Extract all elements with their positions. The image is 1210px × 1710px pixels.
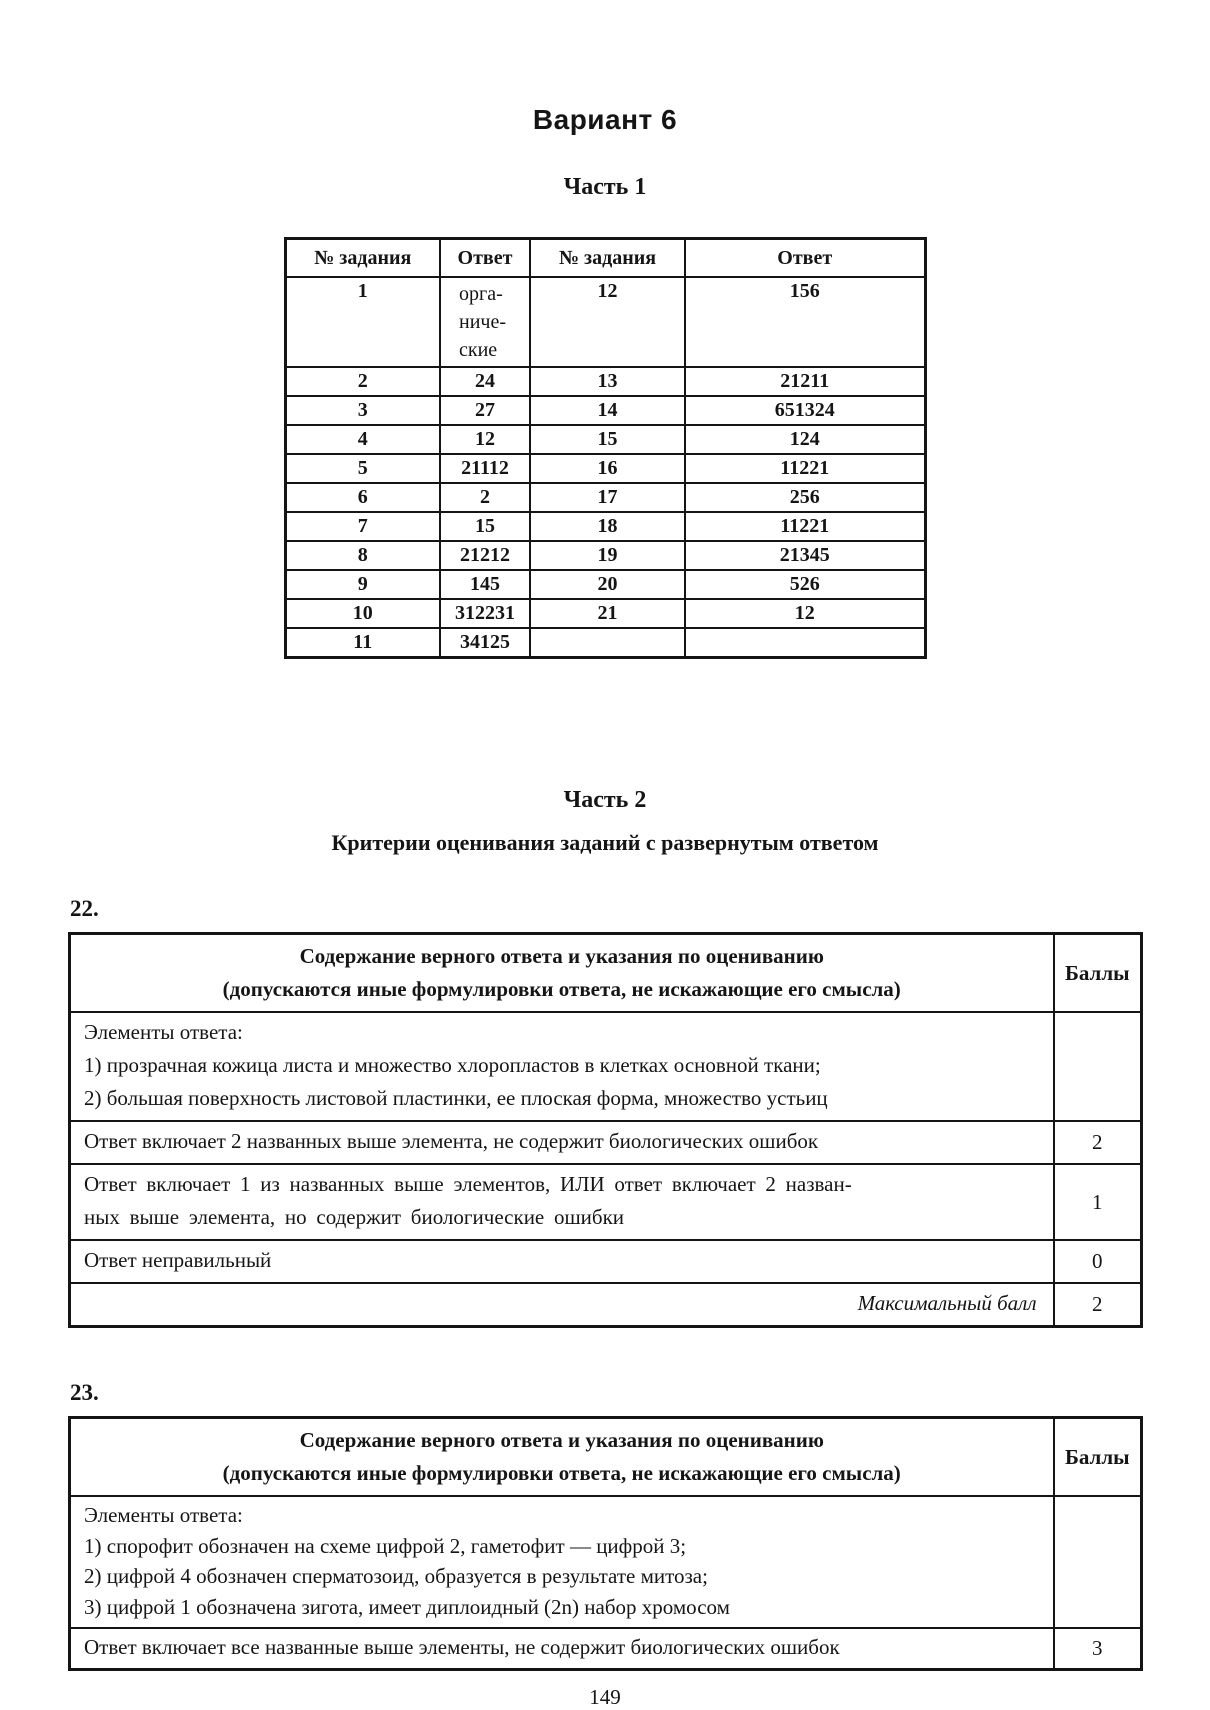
table-row: 5 21112 16 11221 (284, 453, 926, 484)
task-22-label: 22. (70, 896, 99, 921)
max-score-row: Максимальный балл 2 (68, 1282, 1143, 1328)
task-number-cell: 2 (284, 366, 441, 397)
criteria-content-header: Содержание верного ответа и указания по … (68, 1416, 1055, 1497)
column-header-answer: Ответ (684, 237, 926, 278)
points-cell: 2 (1052, 1282, 1143, 1328)
answer-cell: 21345 (684, 540, 926, 571)
answer-cell: 24 (439, 366, 531, 397)
variant-title: Вариант 6 (532, 104, 678, 135)
criteria-text-cell: Ответ включает 1 из названных выше элеме… (68, 1163, 1055, 1241)
task-number-cell: 14 (529, 395, 686, 426)
table-row: 9 145 20 526 (284, 569, 926, 600)
table-row: 10 312231 21 12 (284, 598, 926, 629)
table-row: 7 15 18 11221 (284, 511, 926, 542)
points-cell: 1 (1052, 1163, 1143, 1241)
points-cell: 2 (1052, 1120, 1143, 1165)
table-row: 8 21212 19 21345 (284, 540, 926, 571)
task-number-cell: 11 (284, 627, 441, 659)
column-header-task-number: № задания (284, 237, 441, 278)
points-cell: 3 (1052, 1627, 1143, 1670)
task-number-cell: 1 (284, 276, 441, 368)
criteria-text-cell: Ответ включает все названные выше элемен… (68, 1627, 1055, 1670)
task-number-cell: 18 (529, 511, 686, 542)
answer-cell: 27 (439, 395, 531, 426)
task-number-cell: 4 (284, 424, 441, 455)
task-number-cell: 12 (529, 276, 686, 368)
task-number-cell: 13 (529, 366, 686, 397)
table-row: Элементы ответа: 1) спорофит обозначен н… (68, 1495, 1143, 1629)
part2-heading: Часть 2 (563, 787, 647, 813)
task-number-cell: 16 (529, 453, 686, 484)
points-cell (1052, 1011, 1143, 1122)
task-number-cell: 15 (529, 424, 686, 455)
table-row: 11 34125 (284, 627, 926, 659)
task-number-cell: 6 (284, 482, 441, 513)
answer-cell: 145 (439, 569, 531, 600)
table-row: Ответ включает все названные выше элемен… (68, 1627, 1143, 1670)
answer-cell: 124 (684, 424, 926, 455)
table-row: Ответ неправильный 0 (68, 1239, 1143, 1284)
answer-cell (684, 627, 926, 659)
task-number-cell: 20 (529, 569, 686, 600)
answers-header-row: № задания Ответ № задания Ответ (284, 237, 926, 278)
answer-cell: 21212 (439, 540, 531, 571)
answer-cell: 651324 (684, 395, 926, 426)
table-row: Ответ включает 1 из названных выше элеме… (68, 1163, 1143, 1241)
answer-cell: 156 (684, 276, 926, 368)
answer-cell: 12 (684, 598, 926, 629)
answer-cell: 11221 (684, 511, 926, 542)
task-number-cell: 9 (284, 569, 441, 600)
criteria-header-row: Содержание верного ответа и указания по … (68, 1416, 1143, 1497)
criteria-text-cell: Ответ включает 2 названных выше элемента… (68, 1120, 1055, 1165)
criteria-points-header: Баллы (1052, 1416, 1143, 1497)
answers-table: № задания Ответ № задания Ответ 1 орга- … (283, 237, 927, 659)
page-number: 149 (589, 1684, 621, 1709)
column-header-answer: Ответ (439, 237, 531, 278)
answer-cell: 21211 (684, 366, 926, 397)
table-row: 2 24 13 21211 (284, 366, 926, 397)
answer-cell: 21112 (439, 453, 531, 484)
answer-cell: 34125 (439, 627, 531, 659)
criteria-header-row: Содержание верного ответа и указания по … (68, 932, 1143, 1013)
task-number-cell: 17 (529, 482, 686, 513)
task-number-cell (529, 627, 686, 659)
criteria-text-cell: Элементы ответа: 1) прозрачная кожица ли… (68, 1011, 1055, 1122)
criteria-title: Критерии оценивания заданий с развернуты… (331, 830, 879, 855)
table-row: 1 орга- ниче- ские 12 156 (284, 276, 926, 368)
task-23-label: 23. (70, 1380, 99, 1405)
task-number-cell: 5 (284, 453, 441, 484)
task-number-cell: 8 (284, 540, 441, 571)
table-row: 4 12 15 124 (284, 424, 926, 455)
table-row: 6 2 17 256 (284, 482, 926, 513)
criteria-text-cell: Ответ неправильный (68, 1239, 1055, 1284)
answer-cell: орга- ниче- ские (439, 276, 531, 368)
task-23-criteria-table: Содержание верного ответа и указания по … (68, 1416, 1143, 1671)
max-score-label: Максимальный балл (68, 1282, 1055, 1328)
answer-cell: 256 (684, 482, 926, 513)
criteria-points-header: Баллы (1052, 932, 1143, 1013)
column-header-task-number: № задания (529, 237, 686, 278)
task-number-cell: 19 (529, 540, 686, 571)
table-row: 3 27 14 651324 (284, 395, 926, 426)
answer-cell: 11221 (684, 453, 926, 484)
answer-cell: 12 (439, 424, 531, 455)
task-number-cell: 21 (529, 598, 686, 629)
table-row: Элементы ответа: 1) прозрачная кожица ли… (68, 1011, 1143, 1122)
answer-cell: 2 (439, 482, 531, 513)
points-cell (1052, 1495, 1143, 1629)
table-row: Ответ включает 2 названных выше элемента… (68, 1120, 1143, 1165)
criteria-text-cell: Элементы ответа: 1) спорофит обозначен н… (68, 1495, 1055, 1629)
task-number-cell: 10 (284, 598, 441, 629)
answer-cell: 312231 (439, 598, 531, 629)
task-22-criteria-table: Содержание верного ответа и указания по … (68, 932, 1143, 1328)
criteria-content-header: Содержание верного ответа и указания по … (68, 932, 1055, 1013)
answer-cell: 15 (439, 511, 531, 542)
points-cell: 0 (1052, 1239, 1143, 1284)
task-number-cell: 7 (284, 511, 441, 542)
part1-heading: Часть 1 (563, 174, 647, 200)
answer-cell: 526 (684, 569, 926, 600)
task-number-cell: 3 (284, 395, 441, 426)
